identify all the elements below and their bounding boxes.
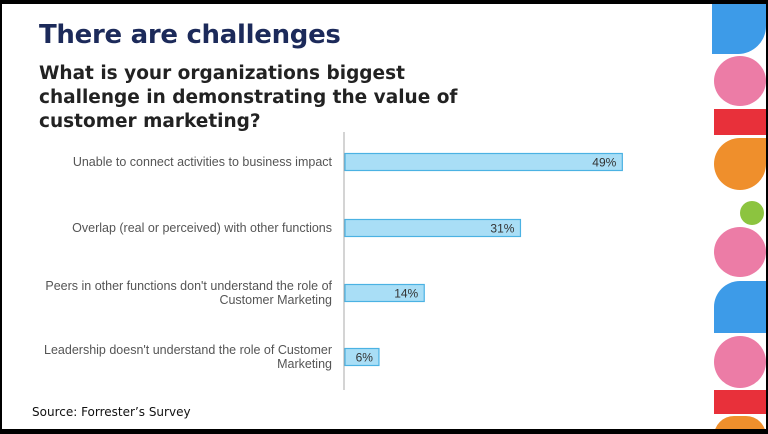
category-label: Customer Marketing bbox=[219, 293, 332, 307]
decorative-shape bbox=[714, 416, 766, 429]
value-label: 49% bbox=[592, 156, 616, 170]
bar bbox=[344, 283, 425, 303]
decorative-shape bbox=[714, 227, 766, 277]
decorative-shape bbox=[714, 336, 766, 388]
category-label: Peers in other functions don't understan… bbox=[45, 279, 332, 293]
bar bbox=[344, 347, 380, 367]
value-label: 14% bbox=[394, 287, 418, 301]
decorative-shape bbox=[714, 281, 766, 333]
category-label: Unable to connect activities to business… bbox=[73, 155, 333, 169]
bar bbox=[344, 218, 522, 238]
decorative-shape bbox=[714, 109, 766, 135]
source-note: Source: Forrester’s Survey bbox=[32, 405, 191, 419]
slide-subtitle: What is your organizations biggest chall… bbox=[39, 63, 458, 132]
category-label: Overlap (real or perceived) with other f… bbox=[72, 221, 332, 235]
decorative-shape bbox=[714, 56, 766, 106]
decorative-shape bbox=[712, 4, 766, 54]
value-label: 31% bbox=[490, 222, 514, 236]
slide-title: There are challenges bbox=[39, 20, 341, 50]
decorative-shape bbox=[740, 201, 764, 225]
category-label: Marketing bbox=[277, 357, 332, 371]
category-label: Leadership doesn't understand the role o… bbox=[44, 343, 332, 357]
decorative-shape bbox=[714, 390, 766, 414]
value-label: 6% bbox=[356, 351, 374, 365]
bar bbox=[344, 152, 623, 172]
bar-chart: 49% Unable to connect activities to busin… bbox=[44, 132, 623, 390]
slide: There are challenges What is your organi… bbox=[2, 4, 766, 429]
decorative-shape bbox=[714, 138, 766, 190]
